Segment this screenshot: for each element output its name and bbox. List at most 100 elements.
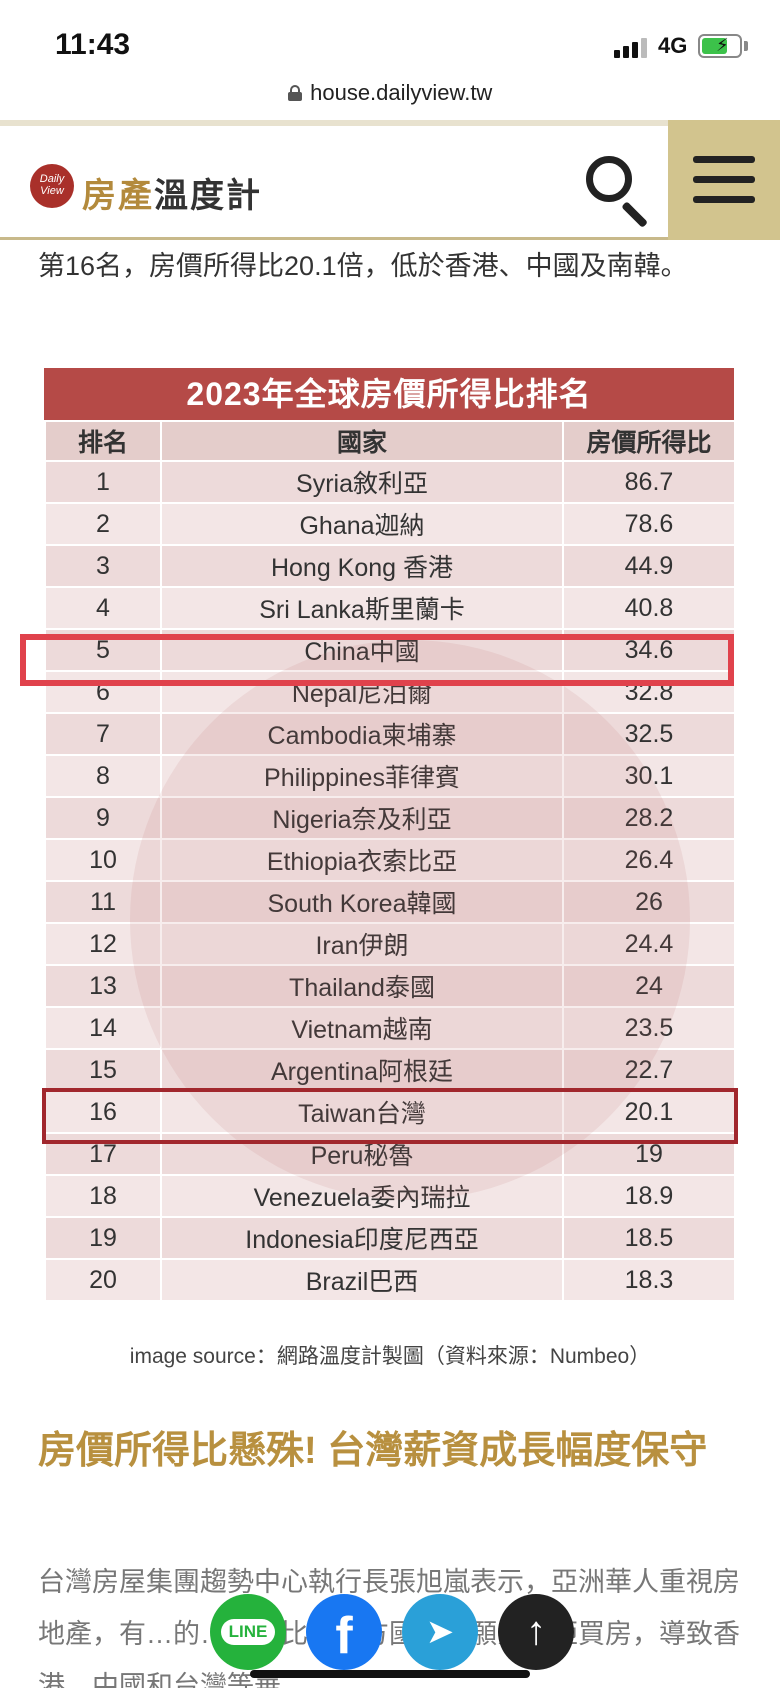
cell-rank: 7 [44, 712, 162, 756]
logo-badge-top: Daily [39, 173, 65, 185]
lock-icon [287, 85, 302, 101]
table-row: 19 Indonesia印度尼西亞 18.5 [44, 1216, 736, 1260]
image-caption: image source：網路溫度計製圖（資料來源：Numbeo） [129, 1345, 651, 1368]
cell-country: Philippines菲律賓 [160, 754, 564, 798]
cell-rank: 2 [44, 502, 162, 546]
cell-ratio: 86.7 [562, 460, 736, 504]
header-rank: 排名 [44, 420, 162, 462]
cell-country: Iran伊朗 [160, 922, 564, 966]
table-header-row: 排名 國家 房價所得比 [44, 420, 736, 462]
cell-rank: 6 [44, 670, 162, 714]
arrow-up-icon: ↑ [526, 1609, 546, 1653]
cell-country: Taiwan台灣 [160, 1090, 564, 1134]
cell-ratio: 24 [562, 964, 736, 1008]
cell-rank: 3 [44, 544, 162, 588]
article-paragraph: 第16名，房價所得比20.1倍，低於香港、中國及南韓。 [38, 251, 688, 281]
table-row: 16 Taiwan台灣 20.1 [44, 1090, 736, 1134]
cell-ratio: 78.6 [562, 502, 736, 546]
cell-ratio: 23.5 [562, 1006, 736, 1050]
cell-rank: 12 [44, 922, 162, 966]
scroll-top-button[interactable]: ↑ [498, 1594, 574, 1670]
section-heading: 房價所得比懸殊! 台灣薪資成長幅度保守 [38, 1430, 708, 1472]
logo-dark-text: 溫度計 [154, 177, 262, 215]
table-row: 15 Argentina阿根廷 22.7 [44, 1048, 736, 1092]
line-icon: LINE [220, 1619, 276, 1645]
article-paragraph-2: 台灣房屋集團趨勢中心執行長張旭嵐表示，亞洲華人重視房地產，有…的…因此比起西方國… [38, 1567, 740, 1688]
cell-country: Nigeria奈及利亞 [160, 796, 564, 840]
signal-icon [614, 36, 650, 58]
battery-cap [744, 41, 748, 51]
table-row: 18 Venezuela委內瑞拉 18.9 [44, 1174, 736, 1218]
header-strip [0, 120, 780, 126]
table-row: 14 Vietnam越南 23.5 [44, 1006, 736, 1050]
site-logo[interactable]: 房產溫度計 [82, 168, 262, 217]
logo-badge[interactable]: Daily View [30, 164, 74, 208]
table-row: 20 Brazil巴西 18.3 [44, 1258, 736, 1302]
url-bar[interactable]: house.dailyview.tw [0, 80, 780, 120]
header-ratio: 房價所得比 [562, 420, 736, 462]
cell-country: Brazil巴西 [160, 1258, 564, 1302]
table-title: 2023年全球房價所得比排名 [44, 368, 734, 420]
cell-rank: 13 [44, 964, 162, 1008]
cell-ratio: 44.9 [562, 544, 736, 588]
status-bar: 11:43 4G ⚡ [0, 0, 780, 80]
cell-ratio: 28.2 [562, 796, 736, 840]
cell-rank: 20 [44, 1258, 162, 1302]
cell-rank: 8 [44, 754, 162, 798]
table-row: 3 Hong Kong 香港 44.9 [44, 544, 736, 588]
cell-ratio: 32.5 [562, 712, 736, 756]
cell-rank: 14 [44, 1006, 162, 1050]
cell-ratio: 40.8 [562, 586, 736, 630]
telegram-icon: ➤ [425, 1613, 455, 1651]
cell-rank: 9 [44, 796, 162, 840]
table-row: 1 Syria敘利亞 86.7 [44, 460, 736, 504]
cell-country: Sri Lanka斯里蘭卡 [160, 586, 564, 630]
table-row: 12 Iran伊朗 24.4 [44, 922, 736, 966]
cell-rank: 11 [44, 880, 162, 924]
cell-rank: 16 [44, 1090, 162, 1134]
share-line-button[interactable]: LINE [210, 1594, 286, 1670]
site-header: Daily View 房產溫度計 [0, 120, 780, 240]
cell-ratio: 22.7 [562, 1048, 736, 1092]
cell-country: Hong Kong 香港 [160, 544, 564, 588]
menu-button[interactable] [668, 120, 780, 240]
cell-country: South Korea韓國 [160, 880, 564, 924]
cell-ratio: 32.8 [562, 670, 736, 714]
cell-ratio: 24.4 [562, 922, 736, 966]
cell-ratio: 18.9 [562, 1174, 736, 1218]
cell-country: Syria敘利亞 [160, 460, 564, 504]
network-label: 4G [658, 33, 688, 58]
status-time: 11:43 [55, 28, 131, 61]
cell-rank: 4 [44, 586, 162, 630]
table-row: 9 Nigeria奈及利亞 28.2 [44, 796, 736, 840]
table-row: 7 Cambodia柬埔寨 32.5 [44, 712, 736, 756]
table-row: 4 Sri Lanka斯里蘭卡 40.8 [44, 586, 736, 630]
cell-country: Indonesia印度尼西亞 [160, 1216, 564, 1260]
logo-gold-text: 房產 [82, 177, 154, 215]
cell-rank: 10 [44, 838, 162, 882]
highlight-box-taiwan [42, 1088, 738, 1144]
facebook-icon: f [335, 1607, 353, 1665]
share-facebook-button[interactable]: f [306, 1594, 382, 1670]
ranking-table: 2023年全球房價所得比排名 排名 國家 房價所得比 1 Syria敘利亞 86.7… [44, 368, 736, 1302]
cell-country: Vietnam越南 [160, 1006, 564, 1050]
cell-country: Argentina阿根廷 [160, 1048, 564, 1092]
cell-country: Ethiopia衣索比亞 [160, 838, 564, 882]
cell-rank: 1 [44, 460, 162, 504]
header-country: 國家 [160, 420, 564, 462]
table-row: 13 Thailand泰國 24 [44, 964, 736, 1008]
cell-country: Cambodia柬埔寨 [160, 712, 564, 756]
search-button[interactable] [578, 148, 658, 229]
cell-country: Ghana迦納 [160, 502, 564, 546]
home-indicator [250, 1670, 530, 1678]
cell-country: Thailand泰國 [160, 964, 564, 1008]
cell-ratio: 18.5 [562, 1216, 736, 1260]
cell-rank: 18 [44, 1174, 162, 1218]
cell-rank: 15 [44, 1048, 162, 1092]
url-text: house.dailyview.tw [310, 80, 493, 105]
table-row: 2 Ghana迦納 78.6 [44, 502, 736, 546]
cell-ratio: 30.1 [562, 754, 736, 798]
table-row: 10 Ethiopia衣索比亞 26.4 [44, 838, 736, 882]
share-telegram-button[interactable]: ➤ [402, 1594, 478, 1670]
battery-icon: ⚡ [698, 34, 742, 58]
